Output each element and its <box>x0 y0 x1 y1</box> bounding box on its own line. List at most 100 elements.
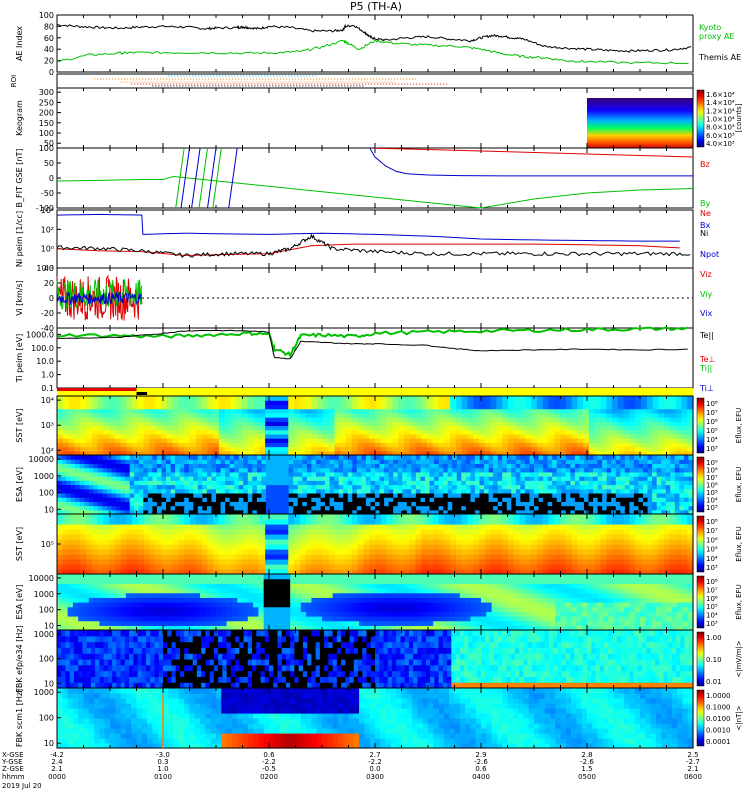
sst-i-cell <box>306 564 312 570</box>
esa-e-cell <box>679 463 684 468</box>
esa-e-cell <box>498 468 503 473</box>
sst-e-cell <box>352 438 358 443</box>
sst-e-cell <box>282 404 288 409</box>
esa-e-cell <box>157 463 162 468</box>
sst-i-cell <box>427 524 433 530</box>
esa-e-cell <box>89 463 94 468</box>
esa-e-cell <box>566 476 571 481</box>
sst-i-cell <box>514 549 520 555</box>
sst-e-cell <box>502 404 508 409</box>
esa-e-cell <box>552 485 557 490</box>
sst-e-cell <box>230 430 236 435</box>
sst-e-cell <box>577 409 583 414</box>
sst-i-cell <box>410 554 416 560</box>
sst-i-cell <box>462 549 468 555</box>
esa-e-cell <box>334 459 339 464</box>
sst-e-cell <box>589 442 595 447</box>
esa-e-cell <box>320 506 325 511</box>
sst-i-cell <box>439 514 445 520</box>
esa-e-cell <box>452 468 457 473</box>
sst-i-cell <box>294 519 300 525</box>
esa-e-cell <box>275 472 280 477</box>
esa-e-cell <box>407 480 412 485</box>
sst-e-cell <box>415 447 421 452</box>
sst-e-cell <box>363 434 369 439</box>
vi-legend-2: Vix <box>700 309 713 318</box>
esa-e-cell <box>643 476 648 481</box>
esa-e-cell <box>198 489 203 494</box>
sst-e-cell <box>421 396 427 401</box>
sst-e-cell <box>282 421 288 426</box>
sst-i-cell <box>439 529 445 535</box>
esa-e-cell <box>112 468 117 473</box>
sst-e-cell <box>468 438 474 443</box>
esa-e-cell <box>152 501 157 506</box>
sst-e-cell <box>138 417 144 422</box>
esa-e-cell <box>657 476 662 481</box>
sst-i-cell <box>150 519 156 525</box>
sst-i-cell <box>144 549 150 555</box>
sst-e-cell <box>335 400 341 405</box>
keogram-ylabel: Keogram <box>15 100 24 136</box>
esa-e-cell <box>271 493 276 498</box>
sst-e-cell <box>560 400 566 405</box>
esa-e-cell <box>443 480 448 485</box>
sst-i-cell <box>514 564 520 570</box>
sst-e-cell <box>496 421 502 426</box>
esa-e-cell <box>271 506 276 511</box>
sst-i-cell <box>444 519 450 525</box>
sst-e-cell <box>340 430 346 435</box>
esa-e-cell <box>566 485 571 490</box>
sst-i-cell <box>57 524 63 530</box>
esa-e-cell <box>275 468 280 473</box>
sst-e-cell <box>300 396 306 401</box>
sst-e-cell <box>421 447 427 452</box>
sst-i-cell <box>265 559 271 565</box>
esa-e-cell <box>616 493 621 498</box>
sst-i-cell <box>196 549 202 555</box>
esa-e-cell <box>466 463 471 468</box>
sst-e-cell <box>277 400 283 405</box>
esa-e-cell <box>298 489 303 494</box>
sst-i-cell <box>265 519 271 525</box>
sst-e-cell <box>653 426 659 431</box>
esa-e-cell <box>157 489 162 494</box>
sst-i-cell <box>317 519 323 525</box>
sst-i-cell <box>404 559 410 565</box>
sst-e-cell <box>271 426 277 431</box>
esa-e-cell <box>389 459 394 464</box>
esa-e-cell <box>657 455 662 460</box>
sst-e-cell <box>190 430 196 435</box>
esa-e-cell <box>361 463 366 468</box>
bfit-ytick-label: 100 <box>39 144 54 153</box>
esa-e-cell <box>139 485 144 490</box>
esa-e-cell <box>661 489 666 494</box>
sst-e-cell <box>282 438 288 443</box>
sst-e-cell <box>641 442 647 447</box>
esa-e-cell <box>157 468 162 473</box>
esa-e-cell <box>375 506 380 511</box>
sst-e-cell <box>103 417 109 422</box>
esa-e-cell <box>638 497 643 502</box>
sst-e-cell <box>358 396 364 401</box>
sst-i-cell <box>323 559 329 565</box>
sst-i-cell <box>358 554 364 560</box>
sst-e-cell <box>242 417 248 422</box>
esa-e-cell <box>552 459 557 464</box>
sst-e-cell <box>583 409 589 414</box>
sst-i-cell <box>369 549 375 555</box>
sst-i-cell <box>346 529 352 535</box>
esa-e-cell <box>71 493 76 498</box>
sst-i-cell <box>86 539 92 545</box>
esa-e-cell <box>202 501 207 506</box>
esa-e-cell <box>307 463 312 468</box>
sst-i-cell <box>225 549 231 555</box>
sst-e-cell <box>167 426 173 431</box>
sst-e-cell <box>525 417 531 422</box>
esa-e-cell <box>593 472 598 477</box>
sst-e-cell <box>363 409 369 414</box>
sst-i-cell <box>259 564 265 570</box>
esa-e-cell <box>543 472 548 477</box>
esa-e-cell <box>539 455 544 460</box>
esa-e-cell <box>80 480 85 485</box>
